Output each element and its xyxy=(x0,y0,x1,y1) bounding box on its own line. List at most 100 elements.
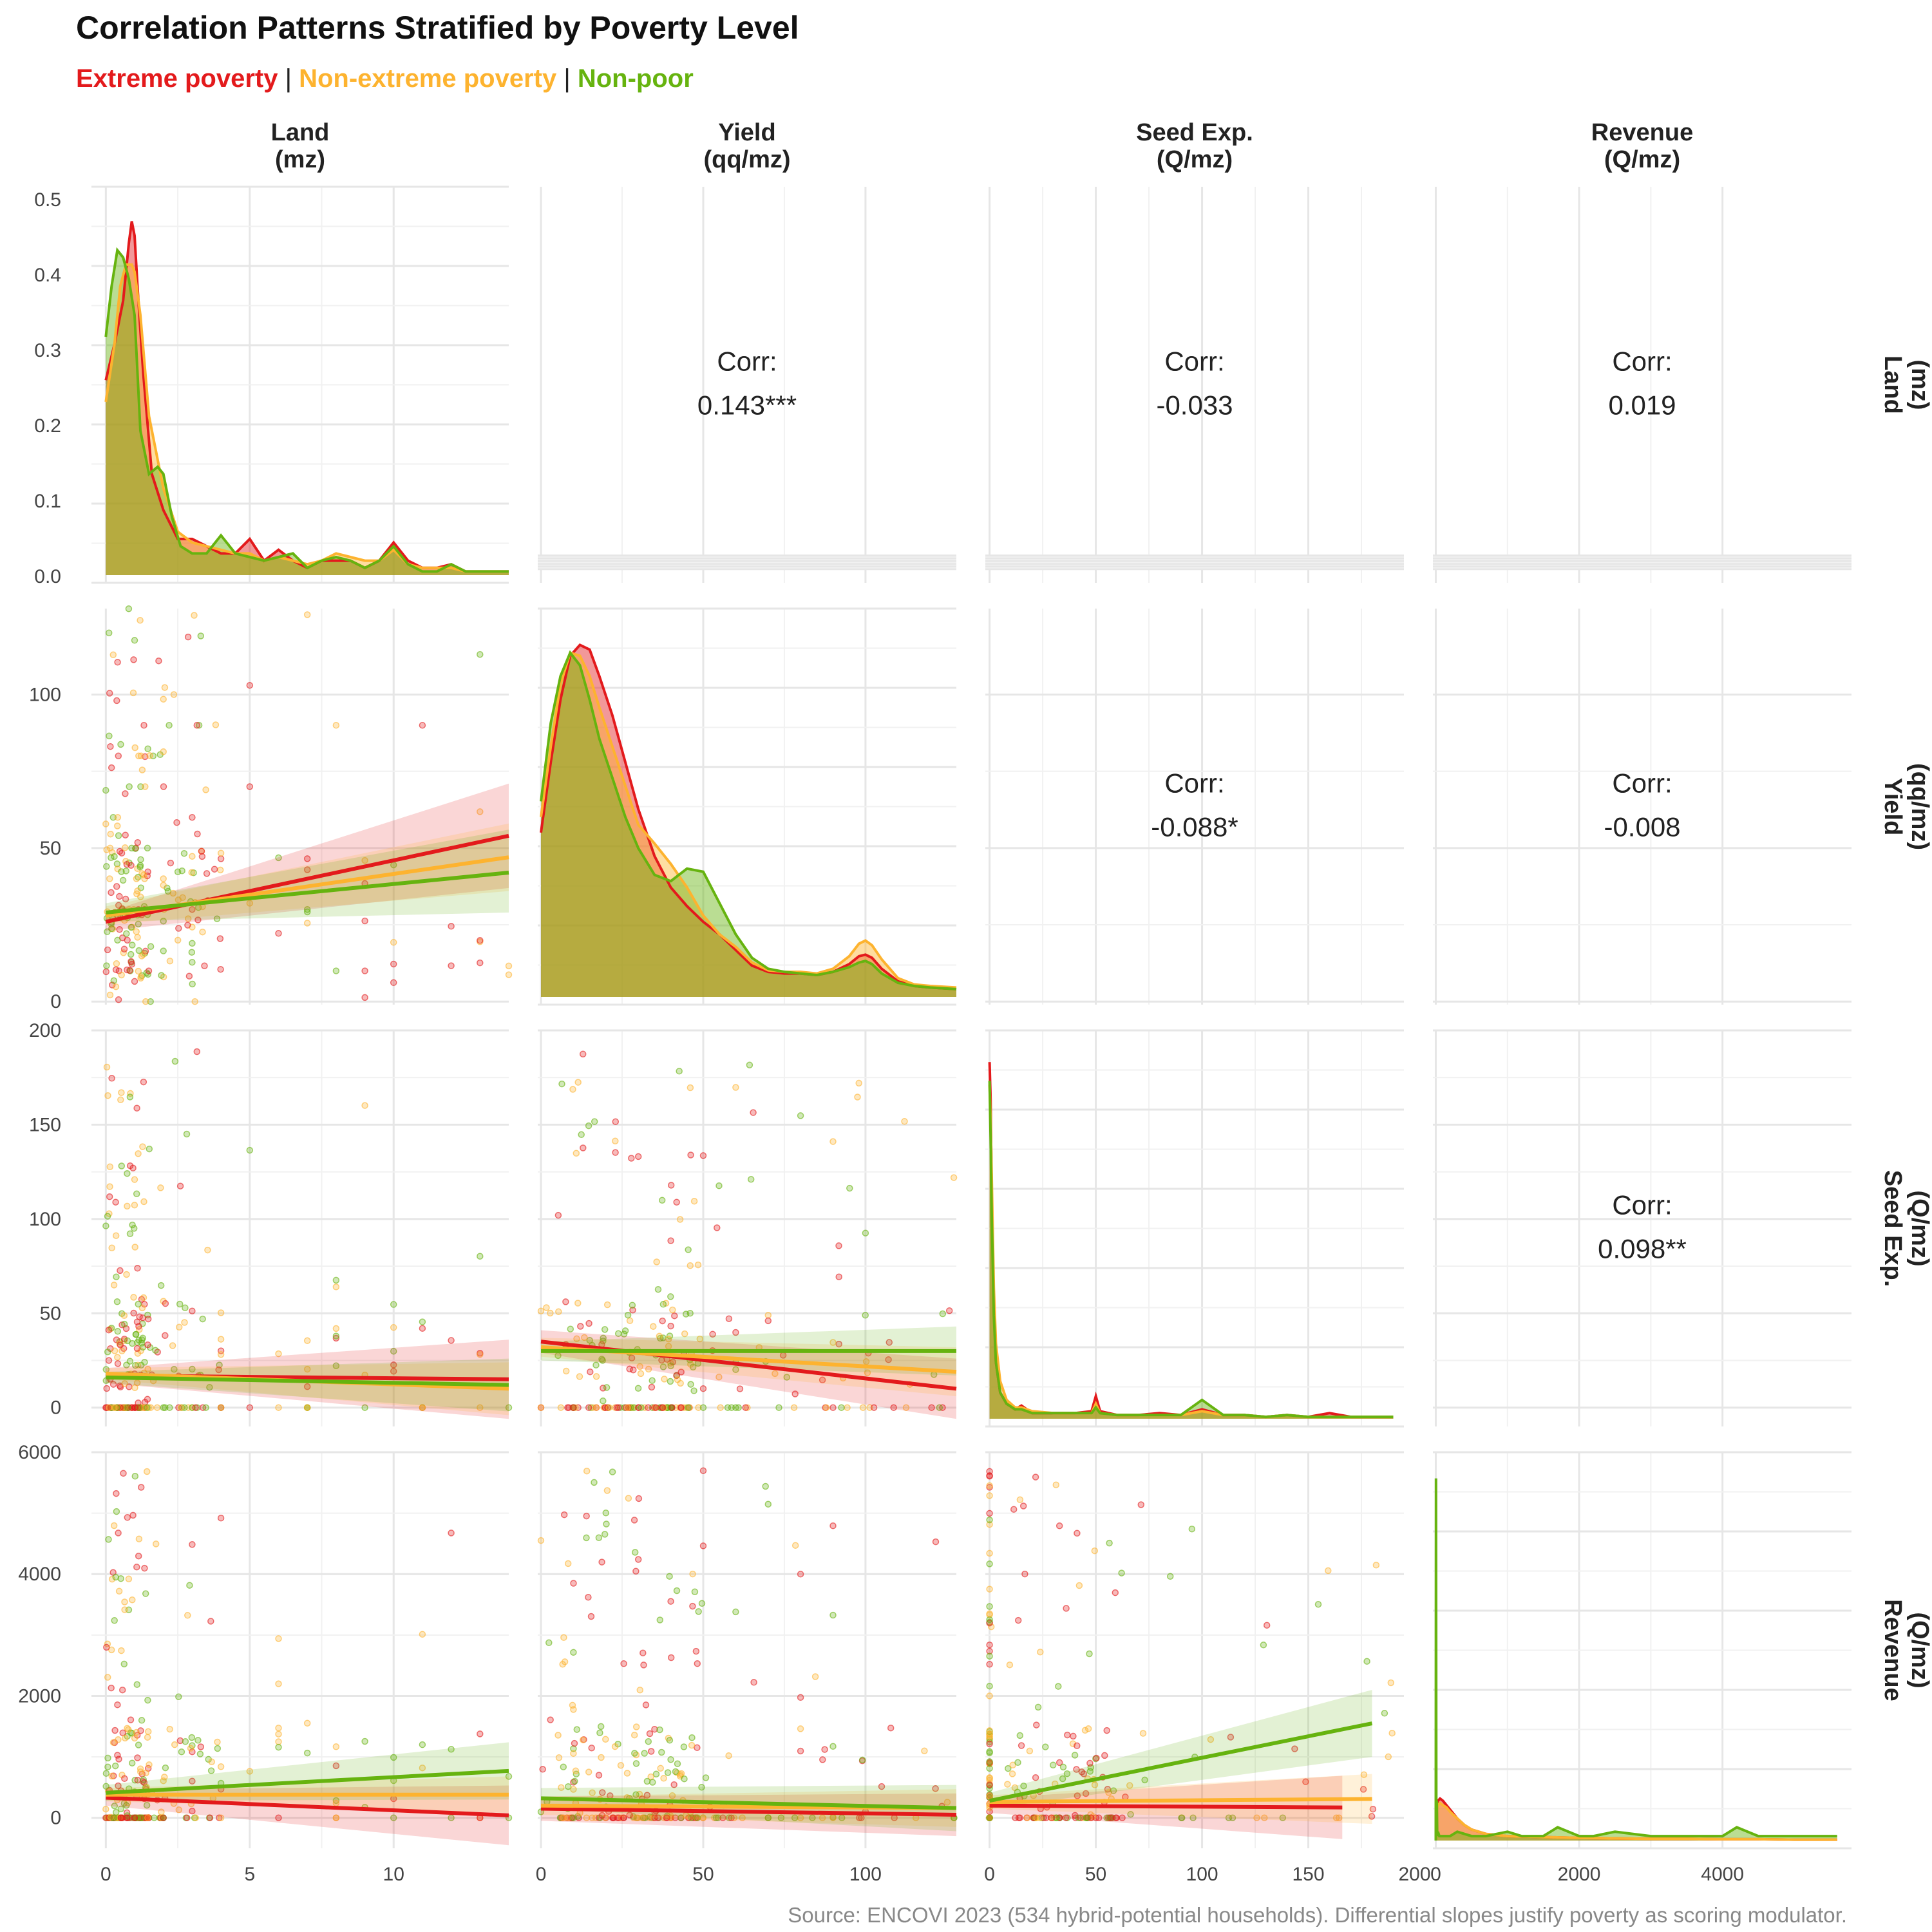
column-strip-label-revenue: Revenue xyxy=(1591,119,1693,146)
scatter-point xyxy=(1074,1742,1081,1750)
column-strip-label-revenue: (Q/mz) xyxy=(1604,146,1680,173)
scatter-point xyxy=(175,1806,183,1814)
corr-label: Corr: xyxy=(717,346,777,377)
scatter-point xyxy=(108,764,115,772)
scatter-point xyxy=(477,959,484,967)
scatter-point xyxy=(829,1814,837,1821)
scatter-point xyxy=(121,1598,128,1605)
scatter-point xyxy=(332,1332,340,1340)
scatter-point xyxy=(829,1404,837,1411)
scatter-point xyxy=(577,1323,584,1330)
scatter-point xyxy=(677,1770,685,1777)
scatter-point xyxy=(303,1719,311,1727)
x-tick-label: 50 xyxy=(692,1864,714,1885)
scatter-point xyxy=(600,1397,607,1405)
scatter-point xyxy=(189,940,196,947)
scatter-point xyxy=(194,916,202,923)
density-line-yield xyxy=(540,651,957,989)
scatter-point xyxy=(109,1381,117,1388)
scatter-point xyxy=(986,1641,993,1649)
scatter-point xyxy=(1101,1752,1108,1759)
density-line-seed xyxy=(988,1062,1394,1419)
scatter-point xyxy=(332,1334,340,1342)
regression-line xyxy=(989,1803,1343,1810)
scatter-point xyxy=(131,1176,138,1183)
scatter-point xyxy=(570,1404,577,1411)
scatter-point xyxy=(104,1092,111,1099)
scatter-point xyxy=(667,1293,674,1300)
scatter-point xyxy=(1080,1770,1088,1777)
scatter-point xyxy=(640,1662,647,1669)
scatter-point xyxy=(275,1404,282,1411)
scatter-point xyxy=(821,1746,828,1753)
scatter-point xyxy=(131,1404,138,1411)
scatter-point xyxy=(673,1587,681,1595)
scatter-point xyxy=(631,1750,638,1757)
scatter-point xyxy=(176,1300,184,1308)
scatter-point xyxy=(1063,1770,1071,1777)
scatter-point xyxy=(160,947,167,954)
scatter-point xyxy=(332,721,340,729)
scatter-point xyxy=(477,1253,484,1260)
scatter-point xyxy=(177,1404,185,1411)
scatter-point xyxy=(1021,1570,1028,1578)
scatter-point xyxy=(199,1315,206,1323)
density-area-revenue xyxy=(1435,1478,1837,1841)
scatter-point xyxy=(610,1814,617,1821)
scatter-point xyxy=(144,745,151,752)
scatter-point xyxy=(114,813,122,821)
scatter-point xyxy=(719,1814,726,1821)
scatter-point xyxy=(586,1336,593,1344)
x-tick-label: 150 xyxy=(1292,1864,1324,1885)
scatter-point xyxy=(554,1211,562,1219)
scatter-point xyxy=(595,1772,603,1779)
density-line-yield xyxy=(540,643,957,990)
scatter-point xyxy=(797,1112,804,1119)
scatter-point xyxy=(108,1075,115,1082)
scatter-point xyxy=(583,1467,591,1475)
scatter-point xyxy=(160,1404,167,1411)
scatter-point xyxy=(419,1318,426,1325)
scatter-point xyxy=(186,1582,193,1589)
scatter-point xyxy=(617,1762,625,1769)
density-line-land xyxy=(104,247,509,573)
scatter-point xyxy=(1055,1683,1062,1690)
scatter-point xyxy=(217,1351,225,1358)
scatter-point xyxy=(1070,1732,1077,1740)
scatter-point xyxy=(477,1404,484,1411)
scatter-point xyxy=(862,1358,870,1365)
column-strip-label-seed: Seed Exp. xyxy=(1136,119,1253,146)
regression-ci-band xyxy=(106,1358,509,1412)
scatter-point xyxy=(102,786,109,794)
scatter-point xyxy=(125,1575,133,1583)
scatter-point xyxy=(144,1365,151,1373)
scatter-point xyxy=(143,1801,151,1809)
scatter-point xyxy=(107,830,114,838)
scatter-point xyxy=(1141,1776,1148,1784)
scatter-point xyxy=(169,889,177,897)
scatter-point xyxy=(659,1404,667,1411)
density-line-revenue xyxy=(1434,1801,1837,1841)
scatter-point xyxy=(194,1737,202,1744)
scatter-point xyxy=(1042,1743,1049,1750)
scatter-point xyxy=(665,1336,672,1343)
scatter-point xyxy=(126,1230,134,1238)
scatter-point xyxy=(562,1298,569,1305)
scatter-point xyxy=(1032,1774,1039,1781)
scatter-point xyxy=(620,1331,628,1338)
scatter-point xyxy=(189,1807,196,1815)
scatter-point xyxy=(114,659,121,666)
scatter-point xyxy=(116,893,123,900)
scatter-point xyxy=(448,1814,455,1821)
scatter-point xyxy=(587,1613,595,1620)
scatter-point xyxy=(698,1600,706,1607)
scatter-point xyxy=(122,790,129,797)
corr-label: Corr: xyxy=(1164,768,1224,799)
y-tick-label: 4000 xyxy=(18,1564,61,1585)
scatter-point xyxy=(560,1814,567,1821)
scatter-point xyxy=(571,1739,578,1747)
scatter-point xyxy=(1189,1814,1197,1821)
scatter-point xyxy=(217,1404,225,1411)
scatter-point xyxy=(134,1265,141,1272)
